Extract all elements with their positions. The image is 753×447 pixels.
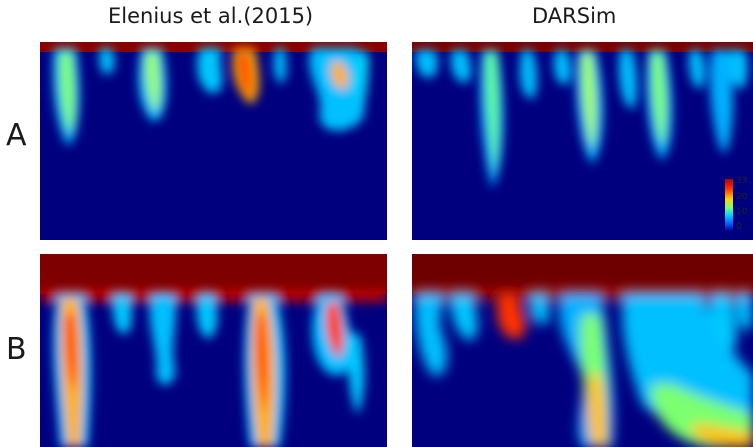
legend-tick-20: 20 bbox=[736, 192, 748, 202]
column-title-darsim: DARSim bbox=[532, 4, 617, 28]
row-label-b: B bbox=[6, 332, 27, 367]
simulation-panel-a-darsim bbox=[412, 42, 753, 240]
simulation-panel-b-darsim bbox=[412, 254, 753, 447]
color-scale-bar bbox=[725, 179, 733, 231]
simulation-panel-b-elenius bbox=[40, 254, 387, 447]
simulation-panel-a-elenius bbox=[40, 42, 387, 240]
legend-tick-10: 10 bbox=[736, 207, 748, 217]
column-title-elenius: Elenius et al.(2015) bbox=[108, 4, 314, 28]
legend-tick-min: 0 bbox=[736, 222, 742, 232]
legend-tick-max: 33 bbox=[736, 176, 748, 186]
color-scale-legend: 33 20 10 0 bbox=[721, 176, 753, 235]
row-label-a: A bbox=[6, 118, 27, 153]
